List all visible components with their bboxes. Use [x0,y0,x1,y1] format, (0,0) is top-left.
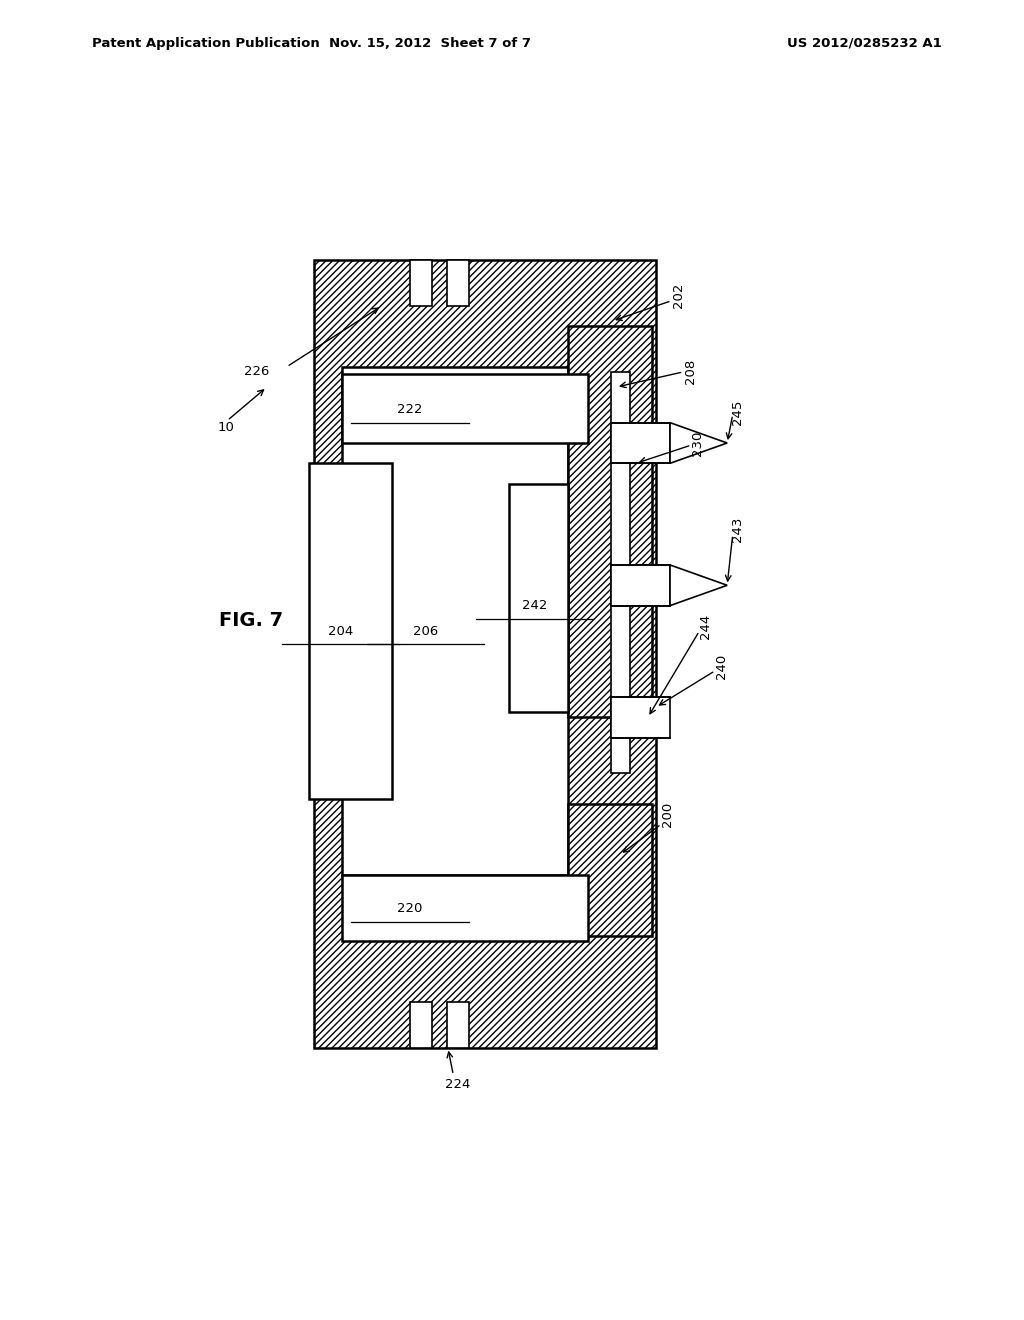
Text: Nov. 15, 2012  Sheet 7 of 7: Nov. 15, 2012 Sheet 7 of 7 [329,37,531,50]
Bar [610,372,631,774]
Bar [314,260,655,1048]
Text: 243: 243 [731,516,744,543]
Bar [568,326,652,718]
Bar [309,463,392,799]
Polygon shape [670,422,727,463]
Text: 208: 208 [684,359,696,384]
Bar [509,483,568,713]
Bar [410,260,432,306]
Bar [447,260,469,306]
Bar [314,260,655,1048]
Text: 242: 242 [521,599,547,612]
Text: 245: 245 [731,400,744,425]
Text: 222: 222 [397,403,423,416]
Text: 206: 206 [413,624,438,638]
Bar [342,875,589,941]
Text: 10: 10 [218,421,234,434]
Text: 240: 240 [715,653,728,680]
Text: 202: 202 [673,282,685,309]
Text: 200: 200 [662,801,674,826]
Bar [568,804,652,936]
Text: 226: 226 [244,366,269,379]
Bar [568,326,652,718]
Text: Patent Application Publication: Patent Application Publication [92,37,319,50]
Polygon shape [670,565,727,606]
Text: 220: 220 [397,902,423,915]
Bar [610,422,670,463]
Bar [447,1002,469,1048]
Bar [568,804,652,936]
Bar [610,697,670,738]
Text: 244: 244 [699,614,713,639]
Bar [342,374,589,444]
Text: US 2012/0285232 A1: US 2012/0285232 A1 [787,37,942,50]
Text: 204: 204 [328,624,353,638]
Bar [342,367,568,875]
Text: FIG. 7: FIG. 7 [219,611,283,631]
Text: 224: 224 [444,1078,470,1092]
Bar [610,565,670,606]
Text: 230: 230 [691,430,705,455]
Bar [410,1002,432,1048]
